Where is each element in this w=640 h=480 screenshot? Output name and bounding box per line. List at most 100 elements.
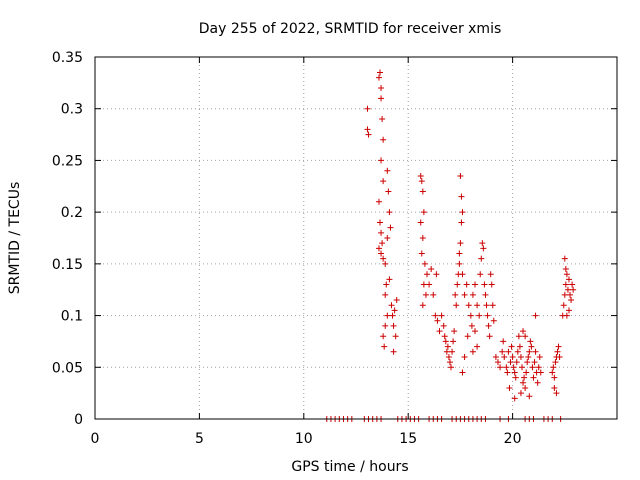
data-point [417, 219, 424, 226]
data-point [434, 317, 441, 324]
data-point [378, 229, 385, 236]
y-tick-label: 0.35 [52, 50, 83, 66]
data-point [484, 312, 491, 319]
data-point [500, 338, 507, 345]
data-point [386, 209, 393, 216]
data-point [419, 302, 426, 309]
data-point [390, 348, 397, 355]
data-point [523, 369, 530, 376]
data-point [421, 260, 428, 267]
data-point [524, 359, 531, 366]
data-point [392, 333, 399, 340]
data-point [418, 250, 425, 257]
data-point [432, 312, 439, 319]
data-point [461, 291, 468, 298]
data-point [476, 312, 483, 319]
data-point [461, 353, 468, 360]
data-point [382, 291, 389, 298]
data-point [449, 348, 456, 355]
data-point [568, 297, 575, 304]
data-point [364, 105, 371, 112]
data-point [552, 359, 559, 366]
data-point [511, 369, 518, 376]
data-point [514, 348, 521, 355]
data-point [535, 364, 542, 371]
data-point [420, 209, 427, 216]
data-point [517, 353, 524, 360]
data-point [457, 240, 464, 247]
data-point [458, 193, 465, 200]
x-tick-label: 0 [91, 431, 100, 447]
data-point [550, 364, 557, 371]
data-point [549, 369, 556, 376]
y-tick-label: 0.25 [52, 153, 83, 169]
data-point [433, 271, 440, 278]
data-point [553, 390, 560, 397]
data-point [383, 281, 390, 288]
data-point [469, 348, 476, 355]
data-point [529, 364, 536, 371]
data-point [389, 312, 396, 319]
data-point [384, 312, 391, 319]
data-point [483, 302, 490, 309]
data-point [486, 333, 493, 340]
data-point [387, 224, 394, 231]
data-point [375, 245, 382, 252]
data-point [512, 374, 519, 381]
data-point [458, 219, 465, 226]
data-point [561, 255, 568, 262]
data-point [379, 116, 386, 123]
data-point [445, 353, 452, 360]
data-point [457, 172, 464, 179]
data-point [562, 281, 569, 288]
data-point [536, 353, 543, 360]
data-point [378, 157, 385, 164]
data-point [378, 250, 385, 257]
data-point [452, 291, 459, 298]
data-point [456, 250, 463, 257]
data-point [481, 281, 488, 288]
data-point [380, 255, 387, 262]
data-point [526, 393, 533, 400]
data-point [377, 69, 384, 76]
data-point [459, 271, 466, 278]
data-point [490, 317, 497, 324]
axis-ticks: 0 5 10 15 20 0 0.05 0.1 0.15 0.2 0.25 0.3 0.35 [52, 50, 617, 447]
x-tick-label: 20 [504, 431, 522, 447]
data-point [382, 322, 389, 329]
data-point [382, 260, 389, 267]
data-point [472, 281, 479, 288]
y-tick-label: 0 [74, 412, 83, 428]
data-point [504, 369, 511, 376]
data-point [520, 328, 527, 335]
data-point [423, 271, 430, 278]
data-point [482, 291, 489, 298]
data-point [456, 260, 463, 267]
data-point [497, 364, 504, 371]
data-point [393, 297, 400, 304]
data-point [446, 359, 453, 366]
data-point [534, 379, 541, 386]
data-point [477, 271, 484, 278]
data-point [467, 312, 474, 319]
data-point [442, 338, 449, 345]
data-point [379, 240, 386, 247]
data-point [522, 333, 529, 340]
data-point [381, 343, 388, 350]
data-point [384, 167, 391, 174]
data-point [386, 276, 393, 283]
data-point [565, 276, 572, 283]
data-point [465, 302, 472, 309]
y-tick-label: 0.2 [61, 205, 83, 221]
data-point [499, 348, 506, 355]
data-point [444, 343, 451, 350]
data-point [511, 395, 518, 402]
data-point [438, 312, 445, 319]
data-point [468, 322, 475, 329]
data-point [507, 359, 514, 366]
data-point [569, 281, 576, 288]
data-point [365, 131, 372, 138]
data-point [565, 307, 572, 314]
data-point [505, 348, 512, 355]
